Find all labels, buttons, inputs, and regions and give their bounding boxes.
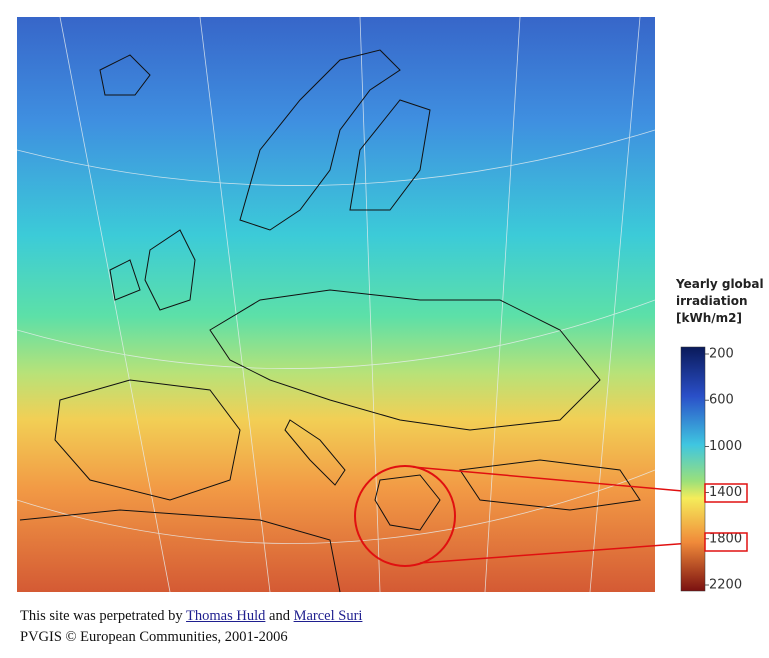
callout-line (419, 541, 706, 564)
footer: This site was perpetrated by Thomas Huld… (20, 606, 362, 648)
legend-title-line: [kWh/m2] (676, 311, 742, 325)
legend-title: Yearly global irradiation [kWh/m2] (675, 277, 764, 325)
author-link[interactable]: Thomas Huld (186, 608, 266, 624)
tick-highlight-box (704, 483, 748, 503)
callout-line (412, 466, 706, 494)
author-link[interactable]: Marcel Suri (293, 608, 363, 624)
tick-label: 1000 (709, 439, 742, 454)
legend-title-line: Yearly global (675, 277, 764, 291)
tick-label: 1800 (709, 531, 742, 546)
tick-highlight-box (704, 532, 748, 552)
credit-and: and (269, 608, 290, 624)
credit-prefix: This site was perpetrated by (20, 608, 183, 624)
graticule (16, 16, 656, 593)
tick-label: 1400 (709, 485, 742, 500)
highlight-circle (354, 465, 456, 567)
tick-label: 2200 (709, 578, 742, 593)
legend-title-line: irradiation (676, 294, 747, 308)
coastlines (19, 49, 641, 593)
irradiation-map (17, 17, 655, 592)
map-figure: Yearly global irradiation [kWh/m2] 200 600 1… (16, 16, 764, 593)
credit-line: This site was perpetrated by Thomas Huld… (20, 606, 362, 627)
scale-ticks: 200 600 1000 1400 1800 2200 (705, 347, 742, 593)
copyright: PVGIS © European Communities, 2001-2006 (20, 629, 288, 645)
tick-label: 200 (709, 347, 734, 362)
color-scale (680, 346, 706, 592)
tick-label: 600 (709, 393, 734, 408)
